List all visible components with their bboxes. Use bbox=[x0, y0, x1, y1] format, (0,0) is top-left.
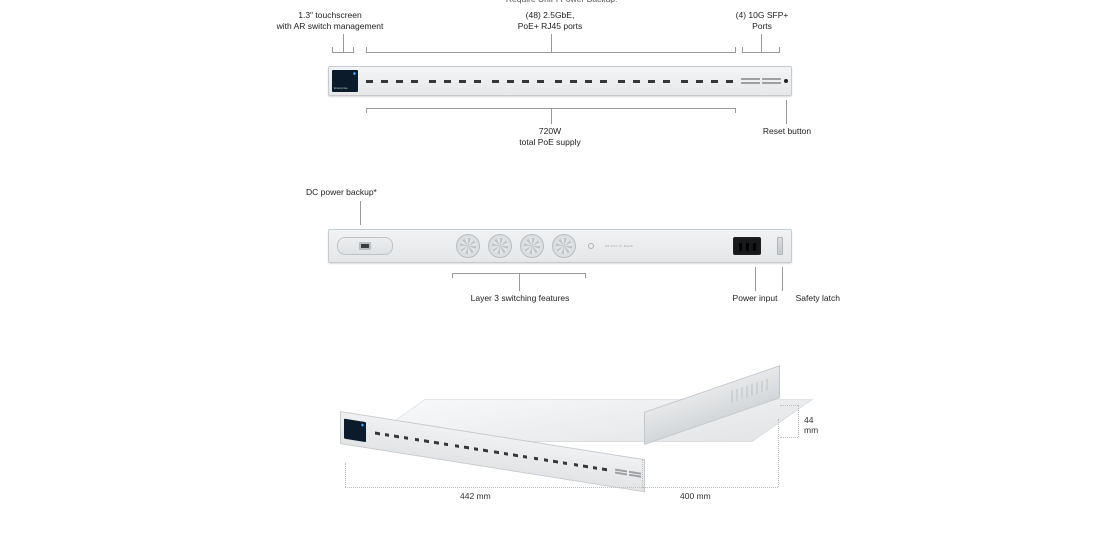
dim-width-tick-l bbox=[345, 463, 346, 487]
fan-bank bbox=[456, 234, 576, 258]
port-group bbox=[551, 81, 611, 82]
touchscreen bbox=[344, 418, 366, 441]
leader-latch-stem bbox=[782, 267, 783, 291]
leader-poe-stem bbox=[551, 108, 552, 124]
switch-front-chassis: Enterprise bbox=[328, 66, 792, 96]
port-group bbox=[677, 81, 737, 82]
leader-sfp-stem bbox=[761, 34, 762, 52]
iso-chassis bbox=[340, 365, 780, 485]
leader-dc-stem bbox=[360, 201, 361, 225]
brand-mark-icon bbox=[588, 243, 594, 249]
dim-depth-label: 400 mm bbox=[680, 491, 711, 501]
footnote: *Require UniFi Power Backup. bbox=[310, 0, 810, 4]
sfp-block bbox=[741, 78, 781, 84]
leader-layer3-stem bbox=[519, 273, 520, 291]
touchscreen: Enterprise bbox=[332, 70, 358, 92]
callout-poe: 720W total PoE supply bbox=[480, 126, 620, 147]
rj45-port-area bbox=[362, 81, 737, 82]
callout-sfp: (4) 10G SFP+ Ports bbox=[702, 10, 822, 31]
safety-latch bbox=[777, 237, 783, 255]
callout-layer3: Layer 3 switching features bbox=[440, 293, 600, 304]
dim-height-tick-b bbox=[780, 437, 798, 438]
dim-width-tick-r bbox=[642, 459, 643, 487]
callout-dc: DC power backup* bbox=[306, 187, 416, 198]
port-group bbox=[488, 81, 548, 82]
callout-reset: Reset button bbox=[742, 126, 832, 137]
power-inlet bbox=[733, 237, 761, 255]
dim-width-line bbox=[345, 487, 642, 488]
leader-sfp-bracket bbox=[742, 52, 780, 53]
port-group bbox=[362, 81, 422, 82]
leader-rj45-bracket bbox=[366, 52, 736, 53]
dim-height-label: 44 mm bbox=[804, 415, 818, 435]
touchscreen-badge: Enterprise bbox=[334, 86, 348, 90]
callout-latch: Safety latch bbox=[760, 293, 840, 304]
fan-icon bbox=[552, 234, 576, 258]
port-group bbox=[425, 81, 485, 82]
rear-view: DC power backup* CE FCC IC RoHS Layer 3 … bbox=[310, 187, 810, 332]
leader-touchscreen-stem bbox=[343, 34, 344, 52]
dim-depth-tick-r bbox=[778, 419, 779, 487]
dim-height-tick-t bbox=[780, 405, 798, 406]
compliance-text: CE FCC IC RoHS bbox=[602, 244, 725, 248]
leader-rj45-stem bbox=[551, 34, 552, 52]
dim-depth-line bbox=[642, 487, 778, 488]
leader-pwr-stem bbox=[755, 267, 756, 291]
leader-reset-stem bbox=[786, 100, 787, 124]
fan-icon bbox=[520, 234, 544, 258]
dim-height-line bbox=[798, 405, 799, 437]
dc-backup-port bbox=[337, 237, 393, 255]
iso-view: 442 mm 400 mm 44 mm bbox=[310, 355, 810, 530]
fan-icon bbox=[456, 234, 480, 258]
leader-touchscreen-bracket bbox=[332, 52, 354, 53]
dim-width-label: 442 mm bbox=[460, 491, 491, 501]
callout-touchscreen: 1.3" touchscreen with AR switch manageme… bbox=[250, 10, 410, 31]
switch-rear-chassis: CE FCC IC RoHS bbox=[328, 229, 792, 263]
reset-pinhole bbox=[784, 79, 788, 83]
front-view: 1.3" touchscreen with AR switch manageme… bbox=[310, 10, 810, 155]
fan-icon bbox=[488, 234, 512, 258]
callout-rj45: (48) 2.5GbE, PoE+ RJ45 ports bbox=[480, 10, 620, 31]
port-group bbox=[614, 81, 674, 82]
